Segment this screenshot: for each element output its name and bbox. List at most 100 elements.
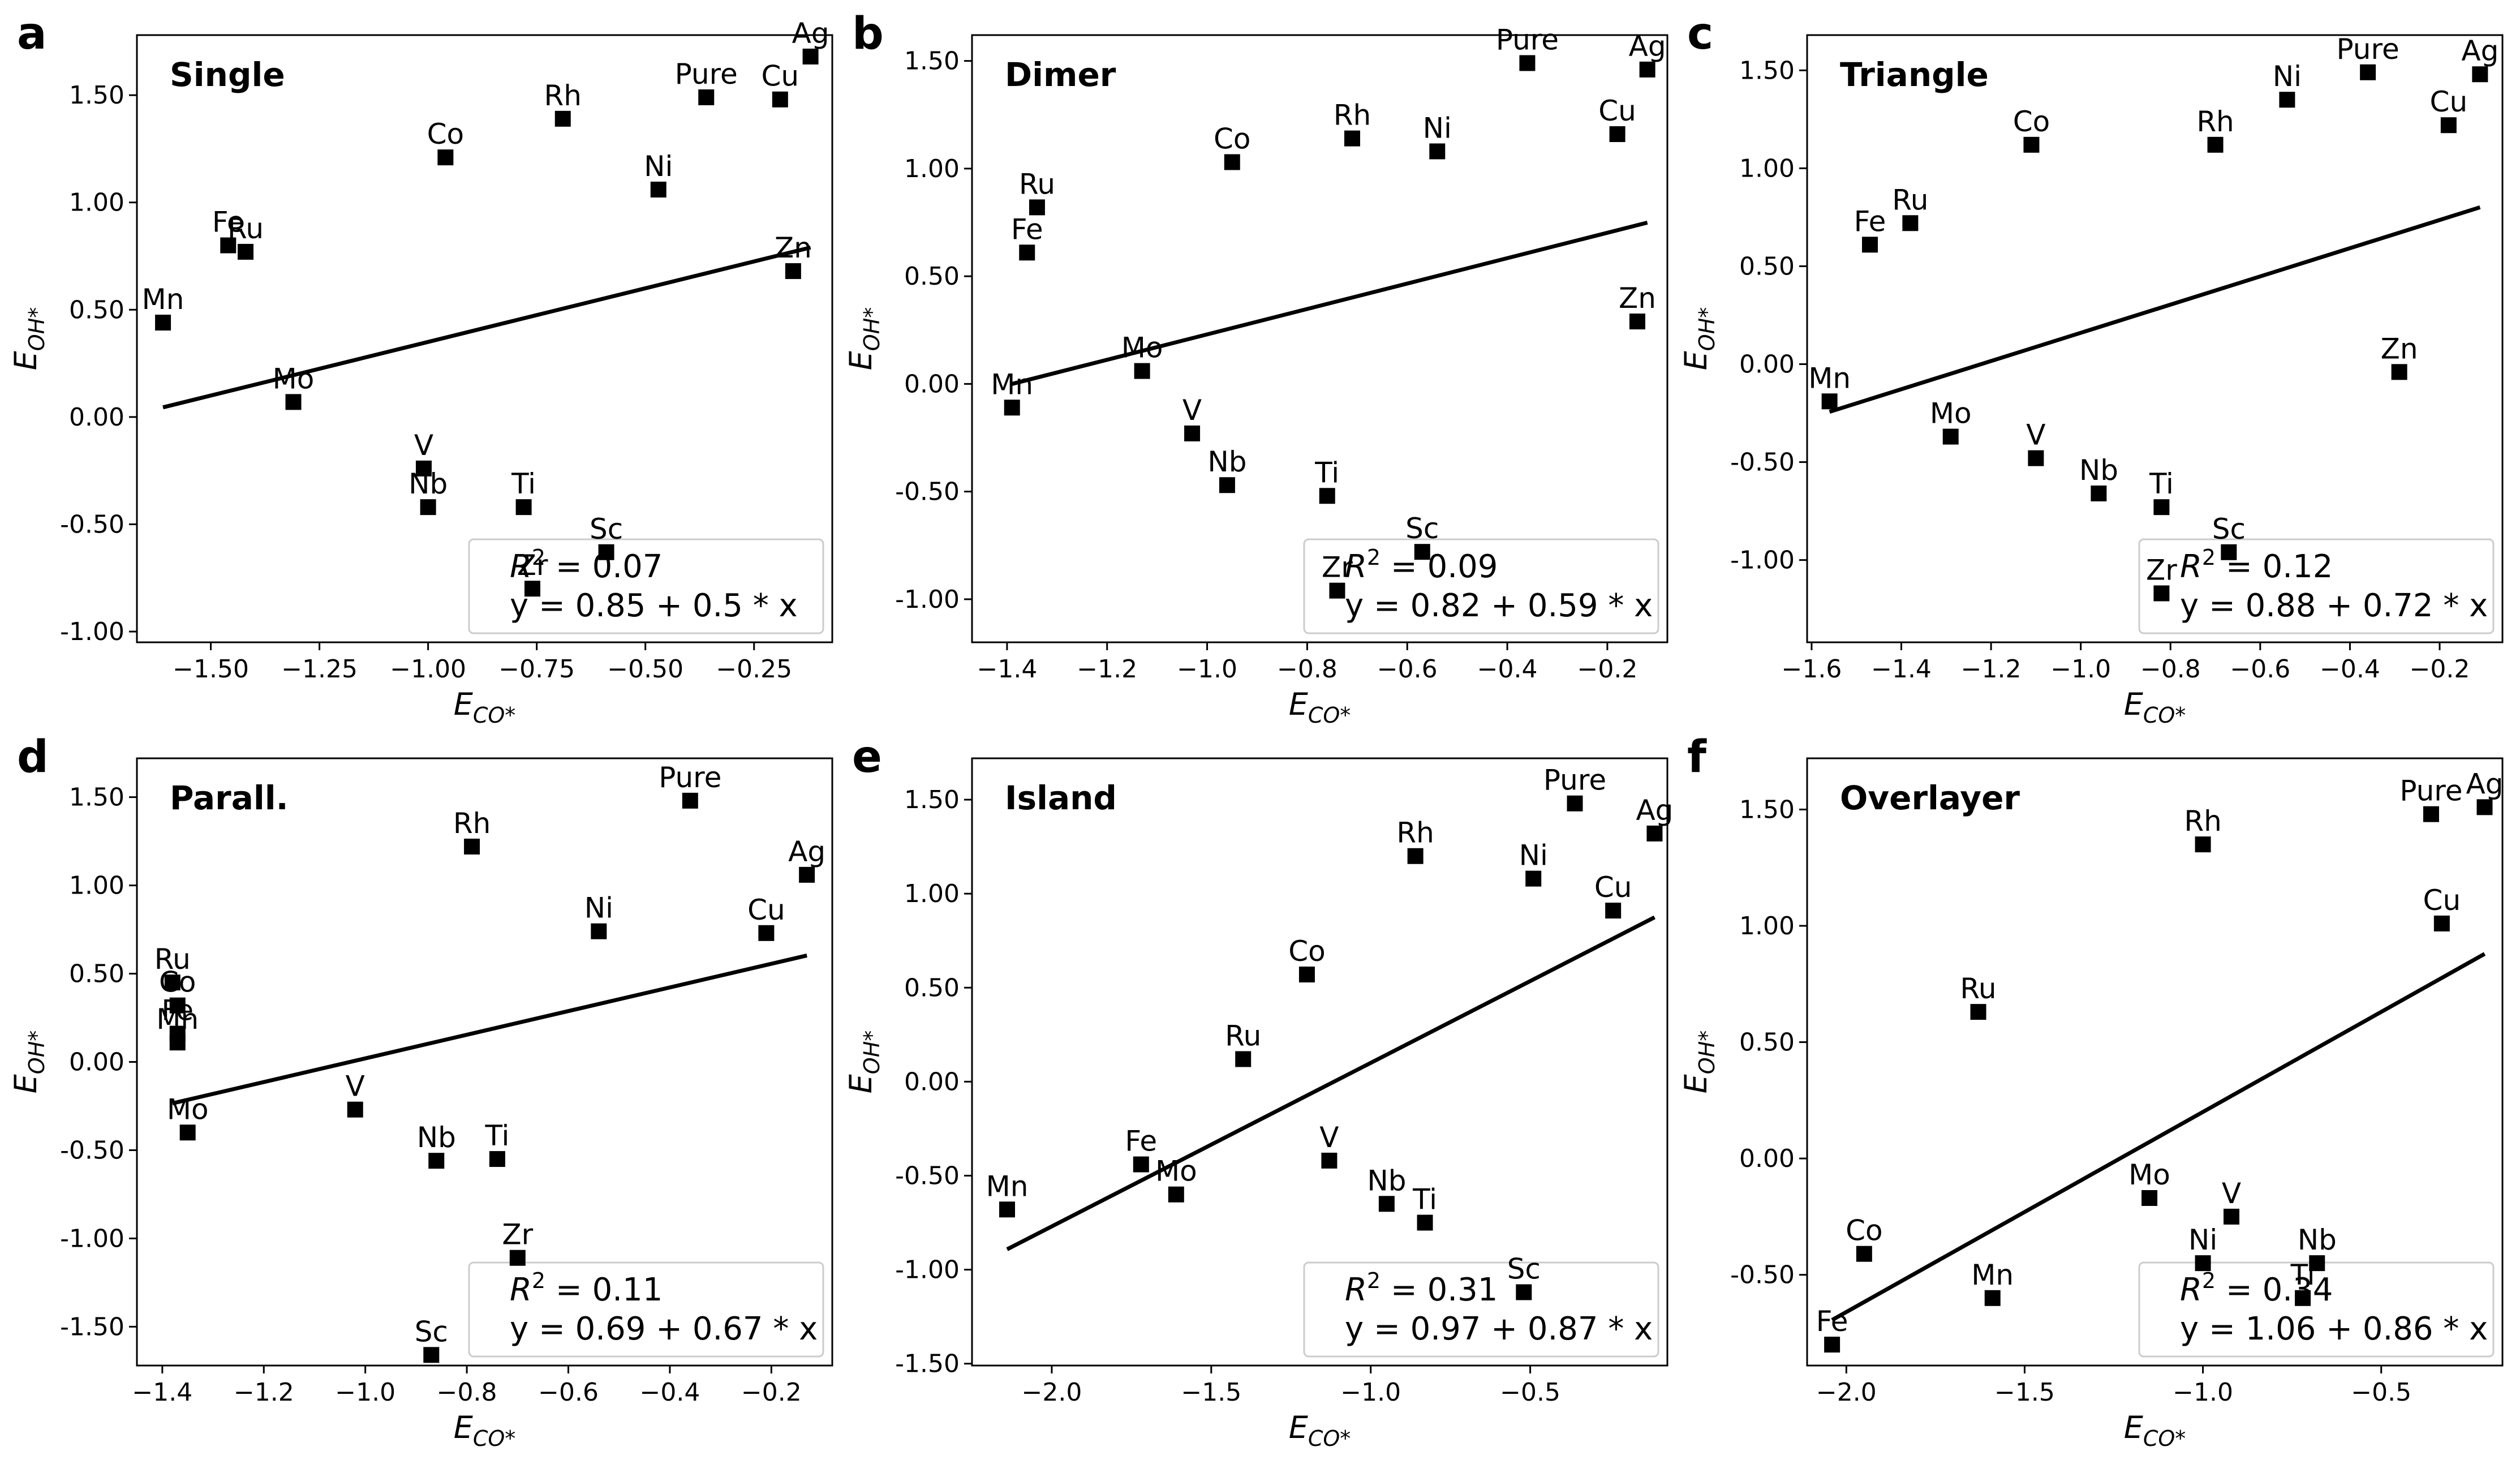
point-label-co: Co: [1288, 935, 1326, 968]
point-label-co: Co: [1214, 122, 1251, 155]
point-label-ag: Ag: [1629, 30, 1666, 63]
data-point-mo: [285, 394, 302, 410]
y-tick-label: -0.50: [60, 1136, 124, 1165]
y-tick-label: 0.00: [1739, 1144, 1795, 1173]
x-tick-label: −1.6: [1782, 655, 1842, 684]
point-label-ag: Ag: [2461, 35, 2499, 67]
panel-a: a Single −1.50 −1.25 −1.00 −0.75 −0.50 −0.25 -1.…: [8, 8, 833, 728]
panel-letter: d: [17, 732, 49, 783]
y-tick-label: -1.50: [895, 1350, 960, 1379]
point-label-sc: Sc: [590, 513, 623, 546]
point-label-mo: Mo: [273, 362, 315, 395]
point-label-fe: Fe: [1816, 1305, 1848, 1338]
x-tick-label: −1.00: [390, 655, 466, 684]
point-label-ru: Ru: [154, 943, 191, 976]
plot-frame: [136, 34, 833, 643]
data-point-ni: [2195, 1255, 2211, 1272]
y-tick-label: 1.50: [1739, 56, 1795, 85]
plot-frame: [971, 34, 1668, 643]
data-point-cu: [772, 91, 788, 108]
y-tick-label: -0.50: [895, 478, 960, 506]
point-label-fe: Fe: [212, 206, 244, 239]
regression-equation: y = 1.06 + 0.86 * x: [2180, 1311, 2488, 1347]
x-tick-label: −0.2: [741, 1378, 802, 1407]
x-tick-label: −1.5: [1994, 1378, 2055, 1407]
data-point-ti: [1319, 488, 1335, 504]
y-tick-label: 0.00: [69, 1048, 124, 1077]
point-label-pure: Pure: [659, 761, 721, 794]
point-label-v: V: [346, 1070, 365, 1103]
panel-letter: a: [17, 8, 47, 59]
point-label-nb: Nb: [1207, 445, 1246, 478]
x-tick-label: −0.75: [498, 655, 575, 684]
point-label-v: V: [2222, 1177, 2241, 1210]
data-point-pure: [698, 89, 715, 105]
data-point-co: [1298, 967, 1315, 983]
y-tick-label: 1.00: [1739, 912, 1795, 941]
data-point-co: [2023, 136, 2040, 153]
point-label-nb: Nb: [408, 467, 448, 500]
point-label-pure: Pure: [1543, 764, 1606, 797]
data-point-sc: [598, 544, 614, 560]
point-label-ni: Ni: [1519, 839, 1548, 872]
data-point-pure: [2423, 806, 2439, 822]
point-label-rh: Rh: [544, 79, 582, 112]
data-point-pure: [682, 792, 698, 809]
point-label-nb: Nb: [2298, 1223, 2337, 1256]
point-label-v: V: [1319, 1121, 1339, 1154]
data-point-pure: [1567, 795, 1583, 812]
data-point-rh: [464, 838, 480, 855]
data-point-mo: [2141, 1190, 2158, 1206]
x-tick-label: −0.5: [1500, 1378, 1560, 1407]
point-label-zn: Zn: [775, 231, 812, 264]
x-tick-label: −1.2: [234, 1378, 294, 1407]
data-point-v: [2224, 1208, 2240, 1225]
regression-line: [1831, 952, 2486, 1322]
point-label-pure: Pure: [2399, 775, 2462, 808]
data-point-nb: [2309, 1255, 2325, 1272]
point-label-ti: Ti: [2290, 1259, 2315, 1291]
point-label-ru: Ru: [1019, 168, 1055, 200]
y-tick-label: 1.50: [904, 785, 960, 814]
point-label-pure: Pure: [1496, 23, 1559, 56]
point-label-mn: Mn: [1808, 362, 1851, 394]
point-label-ti: Ti: [1314, 456, 1339, 489]
x-tick-label: −2.0: [1022, 1378, 1082, 1407]
point-label-ni: Ni: [644, 150, 673, 183]
y-tick-label: 0.50: [904, 262, 960, 291]
data-point-pure: [2360, 64, 2376, 80]
r-squared-text: R2 = 0.09: [1345, 545, 1498, 585]
data-point-ru: [1970, 1004, 1986, 1020]
point-label-mn: Mn: [1971, 1259, 2014, 1291]
point-label-ti: Ti: [1412, 1183, 1437, 1216]
y-tick-label: -0.50: [895, 1161, 960, 1190]
regression-line: [1006, 915, 1656, 1251]
point-label-ni: Ni: [2273, 60, 2302, 93]
data-point-v: [415, 460, 432, 476]
panel-e: e Island −2.0 −1.5 −1.0 −0.5 -1.50 -1.00 -0.50 0.…: [843, 732, 1673, 1451]
data-point-zn: [2391, 364, 2407, 380]
data-point-ti: [2153, 499, 2170, 516]
y-tick-label: 0.50: [1739, 1028, 1795, 1057]
point-label-sc: Sc: [1507, 1252, 1541, 1285]
y-tick-label: 0.50: [904, 973, 960, 1002]
point-label-ni: Ni: [2188, 1223, 2217, 1256]
data-point-ni: [650, 181, 666, 198]
y-tick-label: 0.00: [904, 1067, 960, 1096]
panel-title: Dimer: [1005, 55, 1116, 94]
point-label-ru: Ru: [1892, 183, 1928, 216]
y-tick-label: -1.00: [895, 585, 960, 614]
plot-frame: [1806, 34, 2504, 643]
data-point-mo: [1168, 1186, 1184, 1203]
data-point-rh: [554, 110, 571, 127]
point-label-pure: Pure: [2337, 33, 2399, 66]
point-label-zr: Zr: [517, 549, 548, 582]
y-axis-label: EOH*: [8, 1031, 49, 1094]
panel-letter: e: [852, 732, 882, 783]
panel-title: Parall.: [170, 779, 289, 817]
x-tick-label: −0.2: [2410, 655, 2470, 684]
point-label-zr: Zr: [1322, 551, 1353, 584]
data-point-cu: [2440, 117, 2457, 134]
data-point-fe: [1133, 1156, 1149, 1173]
